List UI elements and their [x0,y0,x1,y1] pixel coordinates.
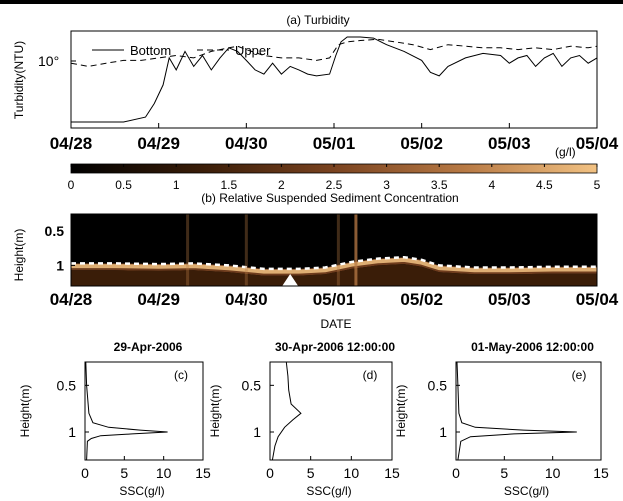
profile-panel-e: 01-May-2006 12:00:00(e)Height(m) 0.510 5 10… [394,340,609,498]
heatmap-axes [70,213,598,287]
turbidity-ylabel: Turbidity(NTU) [12,41,26,119]
turbidity-title: (a) Turbidity [286,13,349,27]
profile-panel-label: (c) [174,368,188,382]
colorbar-tick-label: 1.5 [220,178,237,192]
turbidity-xtick-label: 04/28 [50,134,93,153]
heatmap-xtick-label: 05/02 [400,290,443,309]
turbidity-panel: (a) Turbidity Turbidity(NTU) 10° 04/28 04… [12,13,619,153]
profile-ssc-line [456,361,577,461]
turbidity-xtick-label: 05/04 [576,134,619,153]
heatmap-xticks: 04/28 04/29 04/30 05/01 05/02 05/03 05/04 [50,290,619,309]
heatmap-xtick-label: 05/01 [313,290,356,309]
profile-xtick-label: 0 [452,465,460,481]
turbidity-series-upper-line [70,38,598,67]
profile-panel-label: (e) [572,368,587,382]
profile-xtick-label: 15 [593,465,609,481]
profile-xlabel: SSC(g/l) [119,484,164,498]
turbidity-xtick-label: 04/30 [225,134,268,153]
heatmap-xtick-label: 04/29 [137,290,180,309]
profile-ytick-label: 1 [253,424,261,440]
top-border [0,0,623,4]
profile-xlabel: SSC(g/l) [306,484,351,498]
profile-xtick-label: 5 [500,465,508,481]
heatmap-plume [336,214,340,286]
heatmap-yticks: 0.51 [45,223,75,273]
profile-xtick-label: 15 [384,465,400,481]
profile-ytick-label: 0.5 [57,377,77,393]
colorbar-tick-label: 3.5 [431,178,448,192]
heatmap-bed-bright-layer [71,257,597,274]
heatmap-plume [186,214,190,286]
colorbar-tick-label: 2.5 [326,178,343,192]
profile-title: 01-May-2006 12:00:00 [471,340,594,354]
heatmap-below-bed-region [71,264,597,286]
heatmap-plume [244,214,248,286]
turbidity-xtick-label: 05/01 [313,134,356,153]
profile-panel-label: (d) [363,368,378,382]
profile-axes [269,361,393,461]
turbidity-legend: Bottom Upper [92,43,271,58]
ssc-heatmap-panel: (b) Relative Suspended Sediment Concentr… [12,191,619,331]
profile-ytick-label: 0.5 [428,377,448,393]
heatmap-ytick-label: 1 [56,257,64,273]
colorbar-tick-label: 2 [278,178,285,192]
colorbar-tick-label: 4.5 [536,178,553,192]
profile-axes [455,361,602,461]
heatmap-ytick-label: 0.5 [45,223,65,239]
heatmap-xtick-label: 05/04 [576,290,619,309]
turbidity-series [70,36,598,123]
heatmap-ylabel: Height(m) [12,229,26,282]
profile-panel-d: 30-Apr-2006 12:00:00(d)Height(m) 0.510 5 10… [208,340,400,498]
profile-ytick-label: 1 [68,424,76,440]
colorbar-tick-label: 5 [594,178,601,192]
profile-xtick-label: 15 [195,465,211,481]
profile-xtick-label: 10 [545,465,561,481]
heatmap-time-marker [282,274,299,286]
profile-ssc-line [271,361,302,461]
profile-title: 29-Apr-2006 [114,340,183,354]
turbidity-series-bottom-line [71,36,598,123]
legend-bottom-label: Bottom [130,43,171,58]
turbidity-xtick-label: 04/29 [137,134,180,153]
colorbar: (g/l) 0 0.5 1 1.5 2 2.5 3 3.5 4 4.5 5 [68,145,601,192]
profile-ssc-line [85,361,168,461]
colorbar-tick-label: 1 [173,178,180,192]
profile-title: 30-Apr-2006 12:00:00 [275,340,395,354]
turbidity-ytick: 10° [38,53,59,69]
colorbar-tick-label: 4 [488,178,495,192]
colorbar-ticks: 0 0.5 1 1.5 2 2.5 3 3.5 4 4.5 5 [68,164,601,192]
profile-ylabel: Height(m) [18,385,32,438]
heatmap-plume [354,214,358,286]
profile-ytick-label: 0.5 [242,377,262,393]
legend-upper-label: Upper [235,43,271,58]
profile-ylabel: Height(m) [394,385,408,438]
profile-panel-c: 29-Apr-2006(c)Height(m) 0.510 5 10 15SSC(g/l… [18,340,211,498]
colorbar-tick-label: 0.5 [115,178,132,192]
turbidity-xtick-label: 05/03 [488,134,531,153]
colorbar-tick-label: 3 [383,178,390,192]
turbidity-xticks: 04/28 04/29 04/30 05/01 05/02 05/03 05/04 [50,123,619,153]
colorbar-tick-label: 0 [68,178,75,192]
profile-xtick-label: 0 [81,465,89,481]
profile-ytick-label: 1 [439,424,447,440]
heatmap-bed-boundary-line [71,255,597,271]
profile-axes [84,361,204,461]
heatmap-title: (b) Relative Suspended Sediment Concentr… [201,191,458,205]
turbidity-xtick-label: 05/02 [400,134,443,153]
colorbar-unit: (g/l) [555,145,576,159]
heatmap-xtick-label: 05/03 [488,290,531,309]
profile-xtick-label: 10 [156,465,172,481]
heatmap-xtick-label: 04/30 [225,290,268,309]
profile-xtick-label: 10 [344,465,360,481]
profile-xtick-label: 0 [266,465,274,481]
heatmap-xlabel: DATE [320,317,351,331]
profile-xlabel: SSC(g/l) [504,484,549,498]
profile-ylabel: Height(m) [208,385,222,438]
heatmap-image [71,214,597,286]
profile-xtick-label: 5 [120,465,128,481]
heatmap-xtick-label: 04/28 [50,290,93,309]
profile-xtick-label: 5 [307,465,315,481]
